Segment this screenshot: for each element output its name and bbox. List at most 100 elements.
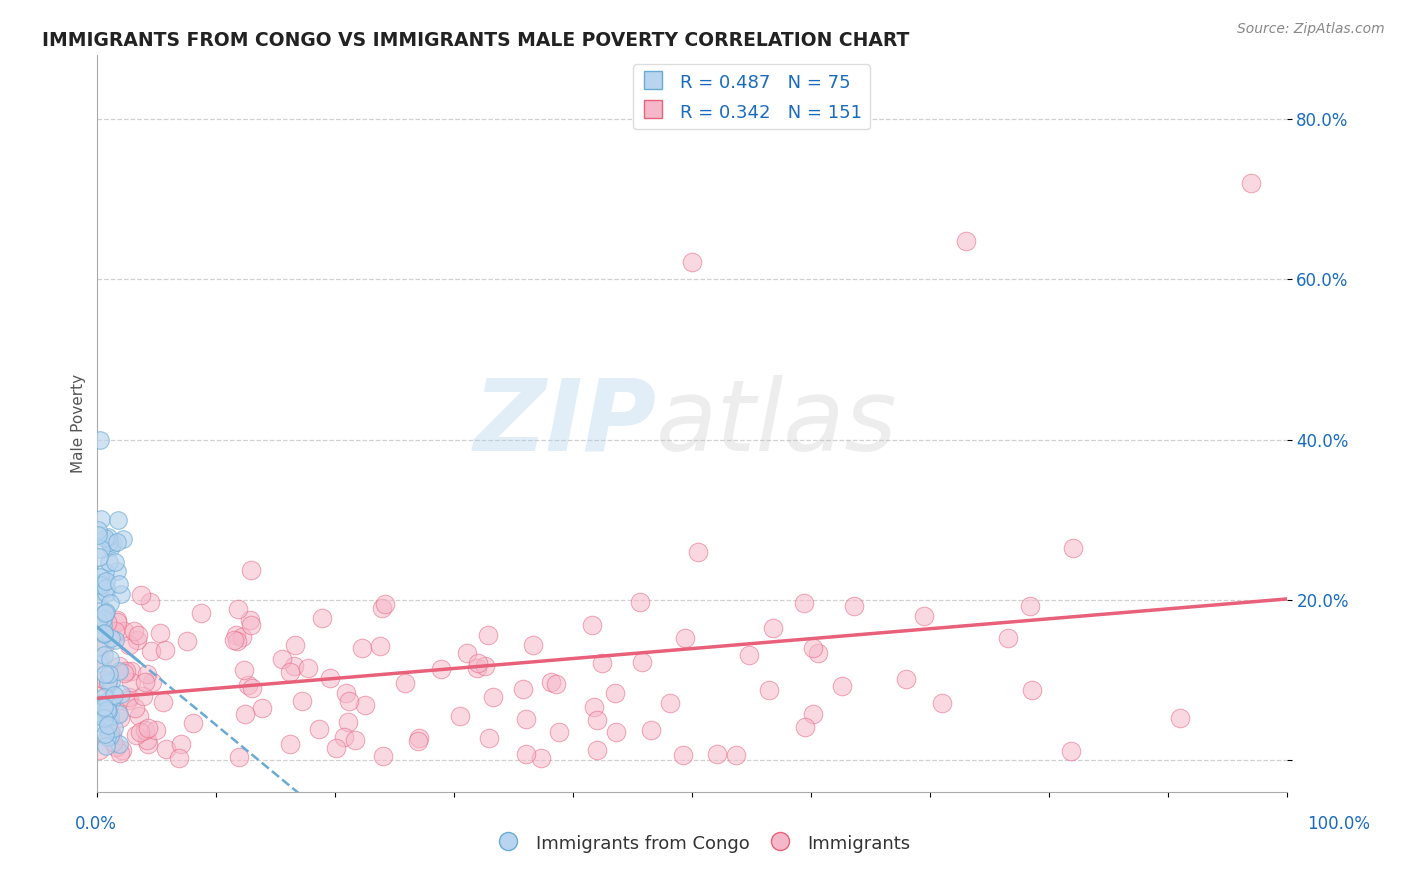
Point	[97, 530, 120, 544]
Point	[93, 700, 115, 714]
Point	[100, 695, 122, 709]
Point	[240, 681, 263, 695]
Point	[90, 607, 112, 622]
Point	[352, 640, 374, 655]
Point	[104, 555, 127, 569]
Point	[672, 747, 695, 762]
Text: 100.0%: 100.0%	[1308, 815, 1369, 833]
Point	[139, 644, 162, 658]
Point	[96, 709, 118, 723]
Point	[108, 737, 131, 751]
Point	[87, 614, 110, 628]
Point	[1019, 599, 1042, 613]
Point	[100, 632, 122, 646]
Point	[100, 596, 122, 610]
Point	[86, 689, 108, 703]
Point	[108, 710, 131, 724]
Point	[108, 659, 131, 673]
Point	[97, 667, 120, 681]
Point	[98, 651, 121, 665]
Point	[152, 695, 174, 709]
Point	[108, 576, 131, 591]
Point	[87, 587, 110, 601]
Point	[90, 511, 112, 525]
Point	[278, 665, 301, 679]
Point	[239, 563, 262, 577]
Point	[337, 714, 360, 729]
Point	[91, 617, 114, 632]
Point	[136, 666, 159, 681]
Point	[896, 672, 918, 686]
Point	[762, 621, 785, 635]
Point	[955, 234, 977, 248]
Point	[131, 589, 153, 603]
Point	[94, 673, 117, 688]
Point	[94, 739, 117, 754]
Point	[232, 664, 254, 678]
Point	[478, 731, 501, 745]
Point	[283, 658, 305, 673]
Point	[449, 709, 471, 723]
Point	[842, 599, 865, 613]
Text: IMMIGRANTS FROM CONGO VS IMMIGRANTS MALE POVERTY CORRELATION CHART: IMMIGRANTS FROM CONGO VS IMMIGRANTS MALE…	[42, 31, 910, 50]
Point	[522, 638, 544, 652]
Point	[725, 747, 748, 762]
Point	[233, 706, 256, 721]
Y-axis label: Male Poverty: Male Poverty	[72, 374, 86, 473]
Point	[406, 734, 429, 748]
Point	[101, 728, 124, 742]
Point	[105, 613, 128, 627]
Point	[239, 613, 262, 627]
Point	[93, 690, 115, 704]
Point	[371, 601, 394, 615]
Point	[512, 682, 534, 697]
Point	[128, 724, 150, 739]
Point	[111, 742, 134, 756]
Point	[801, 640, 824, 655]
Point	[91, 698, 114, 712]
Point	[118, 690, 141, 705]
Point	[105, 615, 128, 629]
Point	[297, 660, 319, 674]
Point	[1060, 744, 1083, 758]
Point	[581, 618, 603, 632]
Point	[368, 639, 391, 653]
Point	[124, 700, 146, 714]
Point	[231, 630, 253, 644]
Point	[89, 433, 111, 447]
Point	[319, 671, 342, 685]
Point	[96, 574, 118, 588]
Text: atlas: atlas	[657, 375, 898, 472]
Point	[374, 597, 396, 611]
Point	[98, 729, 121, 743]
Legend: Immigrants from Congo, Immigrants: Immigrants from Congo, Immigrants	[489, 825, 917, 861]
Point	[430, 662, 453, 676]
Point	[96, 615, 118, 630]
Point	[112, 666, 135, 681]
Point	[87, 743, 110, 757]
Point	[238, 678, 260, 692]
Point	[190, 607, 212, 621]
Point	[96, 731, 118, 745]
Point	[155, 643, 177, 657]
Point	[93, 698, 115, 713]
Point	[138, 595, 160, 609]
Point	[97, 676, 120, 690]
Point	[100, 674, 122, 689]
Point	[97, 535, 120, 549]
Point	[108, 746, 131, 760]
Point	[121, 675, 143, 690]
Point	[240, 617, 263, 632]
Point	[89, 698, 111, 712]
Point	[681, 254, 703, 268]
Point	[997, 631, 1019, 645]
Point	[515, 712, 537, 726]
Point	[97, 718, 120, 732]
Point	[793, 595, 815, 609]
Point	[105, 565, 128, 579]
Point	[603, 686, 626, 700]
Point	[794, 720, 817, 734]
Point	[628, 595, 651, 609]
Point	[97, 673, 120, 688]
Point	[96, 712, 118, 726]
